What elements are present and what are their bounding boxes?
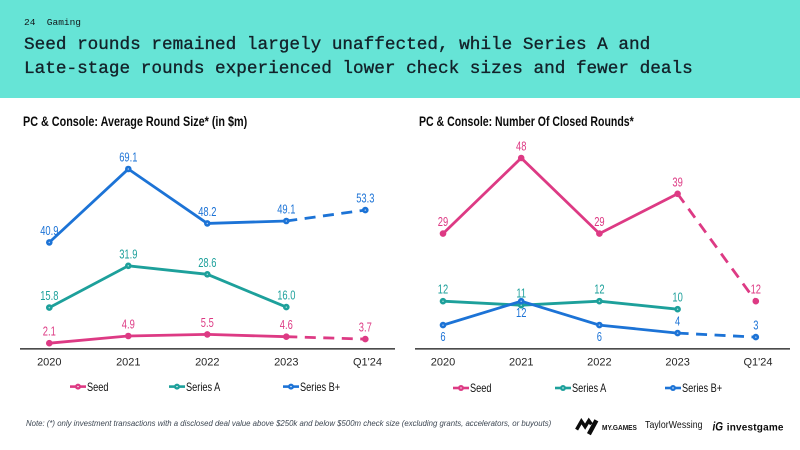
svg-text:4.6: 4.6 — [280, 319, 293, 333]
svg-text:5.5: 5.5 — [201, 317, 214, 331]
svg-text:3: 3 — [753, 319, 758, 333]
svg-text:Seed: Seed — [87, 381, 109, 394]
svg-text:2.1: 2.1 — [43, 325, 56, 339]
svg-text:MY.GAMES: MY.GAMES — [602, 425, 637, 432]
svg-text:29: 29 — [594, 216, 604, 230]
svg-text:48.2: 48.2 — [198, 206, 216, 220]
svg-text:39: 39 — [672, 176, 682, 190]
svg-text:12: 12 — [594, 283, 604, 297]
svg-text:48: 48 — [516, 140, 526, 154]
svg-text:12: 12 — [438, 283, 448, 297]
svg-text:Q1'24: Q1'24 — [743, 356, 772, 368]
svg-text:29: 29 — [438, 216, 448, 230]
svg-text:28.6: 28.6 — [198, 256, 216, 270]
svg-text:31.9: 31.9 — [119, 248, 137, 262]
svg-text:2021: 2021 — [116, 356, 140, 368]
svg-text:2021: 2021 — [509, 356, 533, 368]
svg-text:6: 6 — [597, 331, 602, 345]
svg-text:Series A: Series A — [572, 382, 607, 395]
svg-text:6: 6 — [440, 331, 445, 345]
svg-text:12: 12 — [516, 307, 526, 321]
svg-text:16.0: 16.0 — [277, 289, 295, 303]
svg-text:4: 4 — [675, 315, 680, 329]
svg-text:2022: 2022 — [587, 356, 611, 368]
svg-text:Series B+: Series B+ — [682, 382, 722, 395]
svg-text:Series B+: Series B+ — [300, 381, 340, 394]
svg-text:49.1: 49.1 — [277, 203, 295, 217]
svg-text:69.1: 69.1 — [119, 151, 137, 165]
svg-text:Seed: Seed — [470, 382, 492, 395]
svg-text:2020: 2020 — [37, 356, 61, 368]
svg-text:iG: iG — [713, 421, 724, 434]
svg-text:15.8: 15.8 — [40, 290, 58, 304]
svg-text:investgame: investgame — [727, 422, 784, 433]
svg-text:53.3: 53.3 — [356, 192, 374, 206]
svg-text:2023: 2023 — [274, 356, 298, 368]
svg-text:11: 11 — [516, 287, 526, 301]
svg-text:Q1'24: Q1'24 — [353, 356, 382, 368]
svg-text:12: 12 — [751, 283, 761, 297]
svg-text:4.9: 4.9 — [122, 318, 135, 332]
svg-text:3.7: 3.7 — [359, 321, 372, 335]
svg-text:40.9: 40.9 — [40, 225, 58, 239]
svg-text:2020: 2020 — [431, 356, 455, 368]
svg-text:Series A: Series A — [186, 381, 221, 394]
svg-text:10: 10 — [672, 291, 682, 305]
svg-text:2023: 2023 — [665, 356, 689, 368]
svg-text:2022: 2022 — [195, 356, 219, 368]
